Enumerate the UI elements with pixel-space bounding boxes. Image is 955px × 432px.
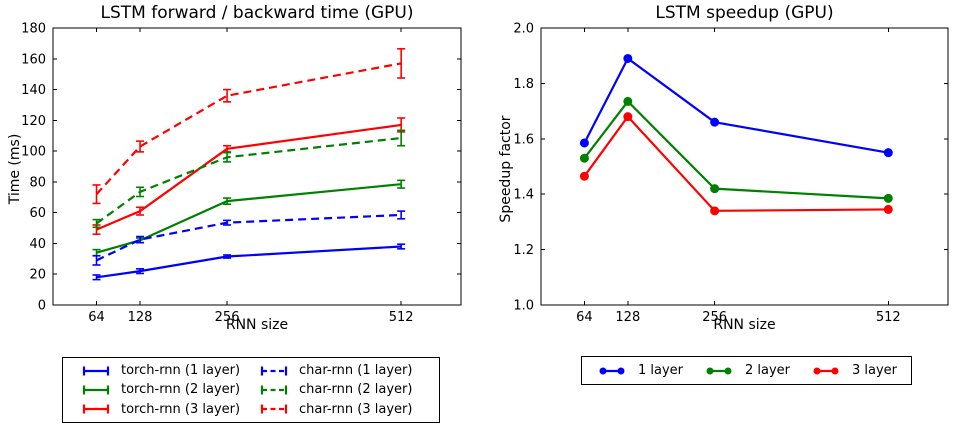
y-tick-label: 180	[21, 22, 46, 37]
y-tick-label: 60	[29, 206, 46, 221]
legend-entry-char-rnn-2-layer: char-rnn (2 layer)	[259, 382, 429, 397]
series-line-char-rnn-2-layer	[95, 136, 402, 225]
data-point-2-layer	[579, 153, 589, 163]
series-line-torch-rnn-3-layer	[96, 123, 402, 231]
legend-entry-torch-rnn-1-layer: torch-rnn (1 layer)	[81, 363, 251, 378]
legend-label: 2 layer	[744, 363, 791, 378]
legend-label: torch-rnn (1 layer)	[121, 363, 241, 379]
legend-label: 3 layer	[851, 363, 897, 378]
plot-area	[540, 27, 949, 306]
y-tick-label: 0	[38, 299, 46, 314]
y-tick-label: 1.0	[513, 299, 534, 314]
line-marker-icon	[599, 367, 625, 374]
left-x-axis-label: RNN size	[225, 317, 289, 333]
legend-entry-1-layer: 1 layer	[596, 363, 683, 378]
line-marker-icon	[706, 367, 732, 374]
x-tick-label: 256	[215, 310, 240, 325]
solid-errorbar-icon	[82, 366, 110, 376]
legend-entry-char-rnn-3-layer: char-rnn (3 layer)	[259, 402, 429, 417]
data-point-3-layer	[579, 171, 589, 181]
legend-label: char-rnn (1 layer)	[299, 363, 413, 379]
y-tick-label: 120	[21, 114, 46, 129]
x-tick-label: 128	[128, 310, 153, 325]
line-marker-icon	[813, 367, 839, 374]
data-point-1-layer	[883, 148, 893, 158]
series-line-1-layer	[583, 56, 889, 154]
x-tick-label: 256	[702, 310, 727, 325]
legend-label: char-rnn (2 layer)	[299, 382, 413, 398]
data-point-1-layer	[623, 53, 633, 63]
data-point-2-layer	[710, 184, 720, 194]
dashed-errorbar-icon	[260, 385, 288, 395]
y-tick-label: 1.8	[513, 77, 534, 92]
x-tick-label: 64	[88, 310, 105, 325]
legend-label: torch-rnn (2 layer)	[121, 382, 241, 398]
y-tick-label: 20	[29, 268, 46, 283]
legend-entry-torch-rnn-2-layer: torch-rnn (2 layer)	[81, 382, 251, 397]
solid-errorbar-icon	[82, 385, 110, 395]
y-tick-label: 2.0	[513, 22, 534, 37]
legend-label: torch-rnn (3 layer)	[121, 401, 241, 417]
y-tick-label: 1.6	[513, 132, 534, 147]
y-tick-label: 160	[21, 52, 46, 67]
y-tick-label: 1.2	[513, 243, 534, 258]
legend-label: 1 layer	[638, 363, 684, 378]
y-tick-label: 1.4	[513, 188, 534, 203]
y-tick-label: 100	[21, 145, 46, 160]
y-tick-label: 80	[29, 175, 46, 190]
x-tick-label: 512	[389, 310, 414, 325]
dashed-errorbar-icon	[260, 404, 288, 414]
data-point-2-layer	[623, 96, 633, 106]
series-line-2-layer	[583, 99, 889, 200]
right-chart-legend: 1 layer 2 layer 3 layer	[581, 356, 912, 385]
x-tick-label: 128	[615, 310, 640, 325]
legend-label: char-rnn (3 layer)	[299, 401, 413, 417]
series-line-torch-rnn-2-layer	[96, 183, 402, 254]
right-x-axis-label: RNN size	[713, 317, 776, 333]
right-chart-title: LSTM speedup (GPU)	[655, 3, 834, 23]
series-line-char-rnn-3-layer	[95, 62, 402, 195]
left-chart-title: LSTM forward / backward time (GPU)	[100, 3, 414, 23]
legend-entry-char-rnn-1-layer: char-rnn (1 layer)	[259, 363, 429, 378]
data-point-1-layer	[710, 117, 720, 127]
data-point-3-layer	[883, 204, 893, 214]
legend-entry-3-layer: 3 layer	[810, 363, 897, 378]
plot-area	[52, 27, 462, 306]
data-point-2-layer	[883, 193, 893, 203]
left-chart-legend: torch-rnn (1 layer) char-rnn (1 layer) tor…	[62, 357, 440, 423]
series-line-char-rnn-1-layer	[96, 213, 402, 262]
x-tick-label: 512	[876, 310, 901, 325]
legend-entry-2-layer: 2 layer	[703, 363, 790, 378]
data-point-1-layer	[579, 138, 589, 148]
legend-entry-torch-rnn-3-layer: torch-rnn (3 layer)	[81, 402, 251, 417]
y-tick-label: 140	[21, 83, 46, 98]
series-line-torch-rnn-1-layer	[96, 245, 402, 279]
data-point-3-layer	[710, 206, 720, 216]
y-tick-label: 40	[29, 237, 46, 252]
dashed-errorbar-icon	[260, 366, 288, 376]
x-tick-label: 64	[576, 310, 593, 325]
series-line-3-layer	[583, 114, 889, 212]
solid-errorbar-icon	[82, 404, 110, 414]
data-point-3-layer	[623, 112, 633, 122]
